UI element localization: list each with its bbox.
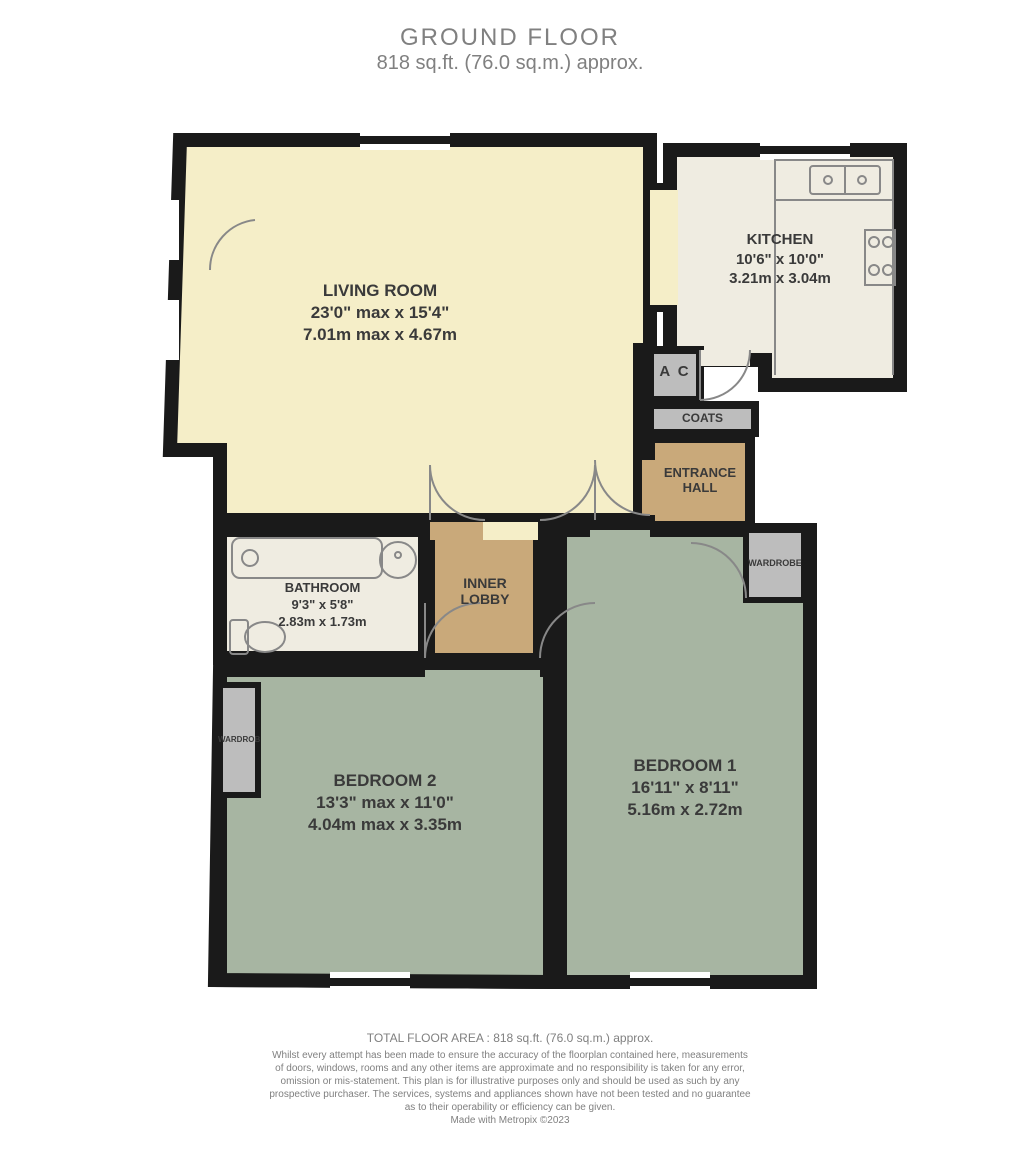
footer: TOTAL FLOOR AREA : 818 sq.ft. (76.0 sq.m…	[0, 1031, 1020, 1127]
credit-line: Made with Metropix ©2023	[0, 1114, 1020, 1127]
disclaimer-line: as to their operability or efficiency ca…	[0, 1101, 1020, 1114]
floor-title: GROUND FLOOR	[0, 24, 1020, 52]
disclaimer-line: Whilst every attempt has been made to en…	[0, 1049, 1020, 1062]
floorplan: LIVING ROOM 23'0" max x 15'4" 7.01m max …	[110, 130, 910, 1000]
bathroom-label: BATHROOM 9'3" x 5'8" 2.83m x 1.73m	[220, 580, 425, 631]
disclaimer-line: prospective purchaser. The services, sys…	[0, 1088, 1020, 1101]
wardrobe2-label: WARDROBE	[218, 735, 260, 744]
total-area: TOTAL FLOOR AREA : 818 sq.ft. (76.0 sq.m…	[0, 1031, 1020, 1047]
bedroom1-label: BEDROOM 1 16'11" x 8'11" 5.16m x 2.72m	[560, 755, 810, 821]
header: GROUND FLOOR 818 sq.ft. (76.0 sq.m.) app…	[0, 0, 1020, 75]
floor-subtitle: 818 sq.ft. (76.0 sq.m.) approx.	[0, 52, 1020, 75]
entrance-label: ENTRANCE HALL	[650, 465, 750, 495]
disclaimer-line: omission or mis-statement. This plan is …	[0, 1075, 1020, 1088]
kitchen-label: KITCHEN 10'6" x 10'0" 3.21m x 3.04m	[670, 230, 890, 289]
wardrobe1-label: WARDROBE	[746, 558, 804, 568]
coats-label: COATS	[650, 411, 755, 425]
lobby-label: INNER LOBBY	[430, 575, 540, 607]
bedroom2-label: BEDROOM 2 13'3" max x 11'0" 4.04m max x …	[220, 770, 550, 836]
ac-label: A C	[650, 363, 700, 380]
living-room-label: LIVING ROOM 23'0" max x 15'4" 7.01m max …	[110, 280, 650, 346]
disclaimer-line: of doors, windows, rooms and any other i…	[0, 1062, 1020, 1075]
